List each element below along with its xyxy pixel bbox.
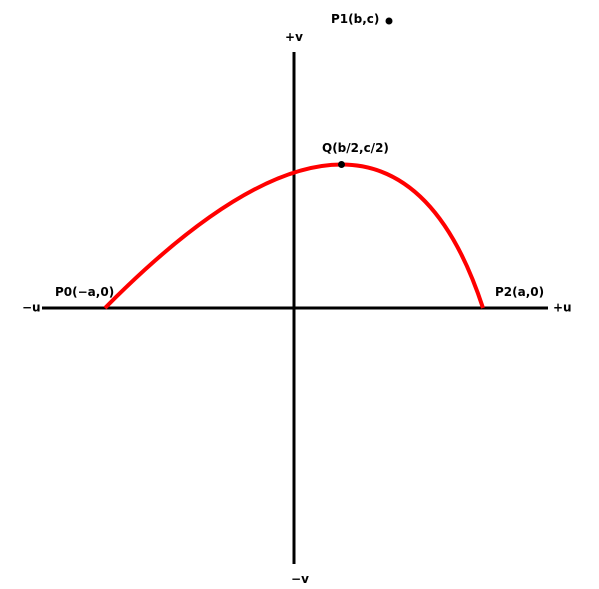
q-point <box>338 161 345 168</box>
p2-label: P2(a,0) <box>495 285 544 299</box>
p1-point <box>385 17 393 25</box>
p1-label: P1(b,c) <box>331 12 379 26</box>
v-positive-label: +v <box>285 30 303 44</box>
p0-label: P0(−a,0) <box>55 285 114 299</box>
u-positive-label: +u <box>553 301 572 315</box>
v-negative-label: −v <box>291 572 309 586</box>
u-negative-label: −u <box>22 301 41 315</box>
q-label: Q(b/2,c/2) <box>322 141 389 155</box>
